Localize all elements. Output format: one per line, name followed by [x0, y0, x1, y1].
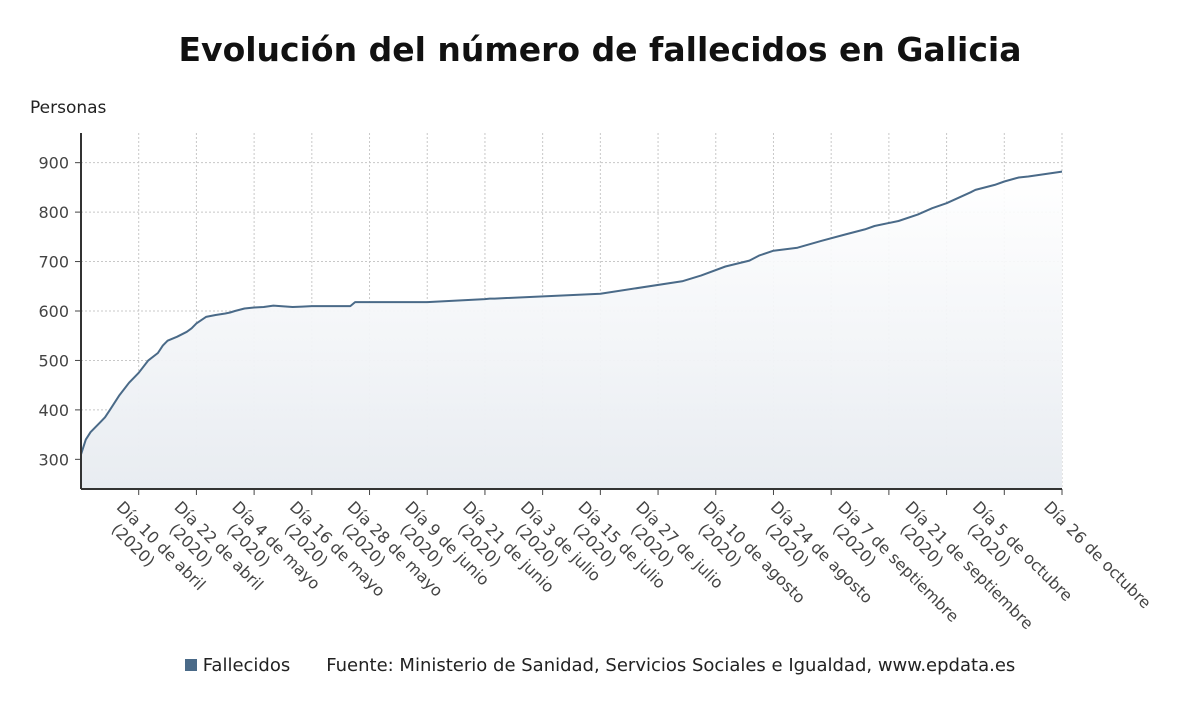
legend-label: Fallecidos [202, 655, 291, 676]
y-tick-label: 600 [38, 302, 69, 321]
y-tick-label: 900 [38, 154, 69, 173]
y-tick-label: 800 [38, 203, 69, 222]
source-note: Fuente: Ministerio de Sanidad, Servicios… [326, 655, 1016, 676]
chart-title: Evolución del número de fallecidos en Ga… [178, 30, 1022, 69]
y-tick-label: 700 [38, 253, 69, 272]
series-area-fallecidos [81, 171, 1062, 489]
y-axis-unit-label: Personas [30, 98, 107, 118]
chart-footer: Fallecidos Fuente: Ministerio de Sanidad,… [0, 655, 1200, 676]
y-tick-label: 300 [38, 450, 69, 469]
y-tick-label: 400 [38, 401, 69, 420]
series-line-fallecidos [80, 170, 1063, 455]
legend-swatch [184, 659, 197, 671]
y-tick-label: 500 [38, 351, 69, 370]
